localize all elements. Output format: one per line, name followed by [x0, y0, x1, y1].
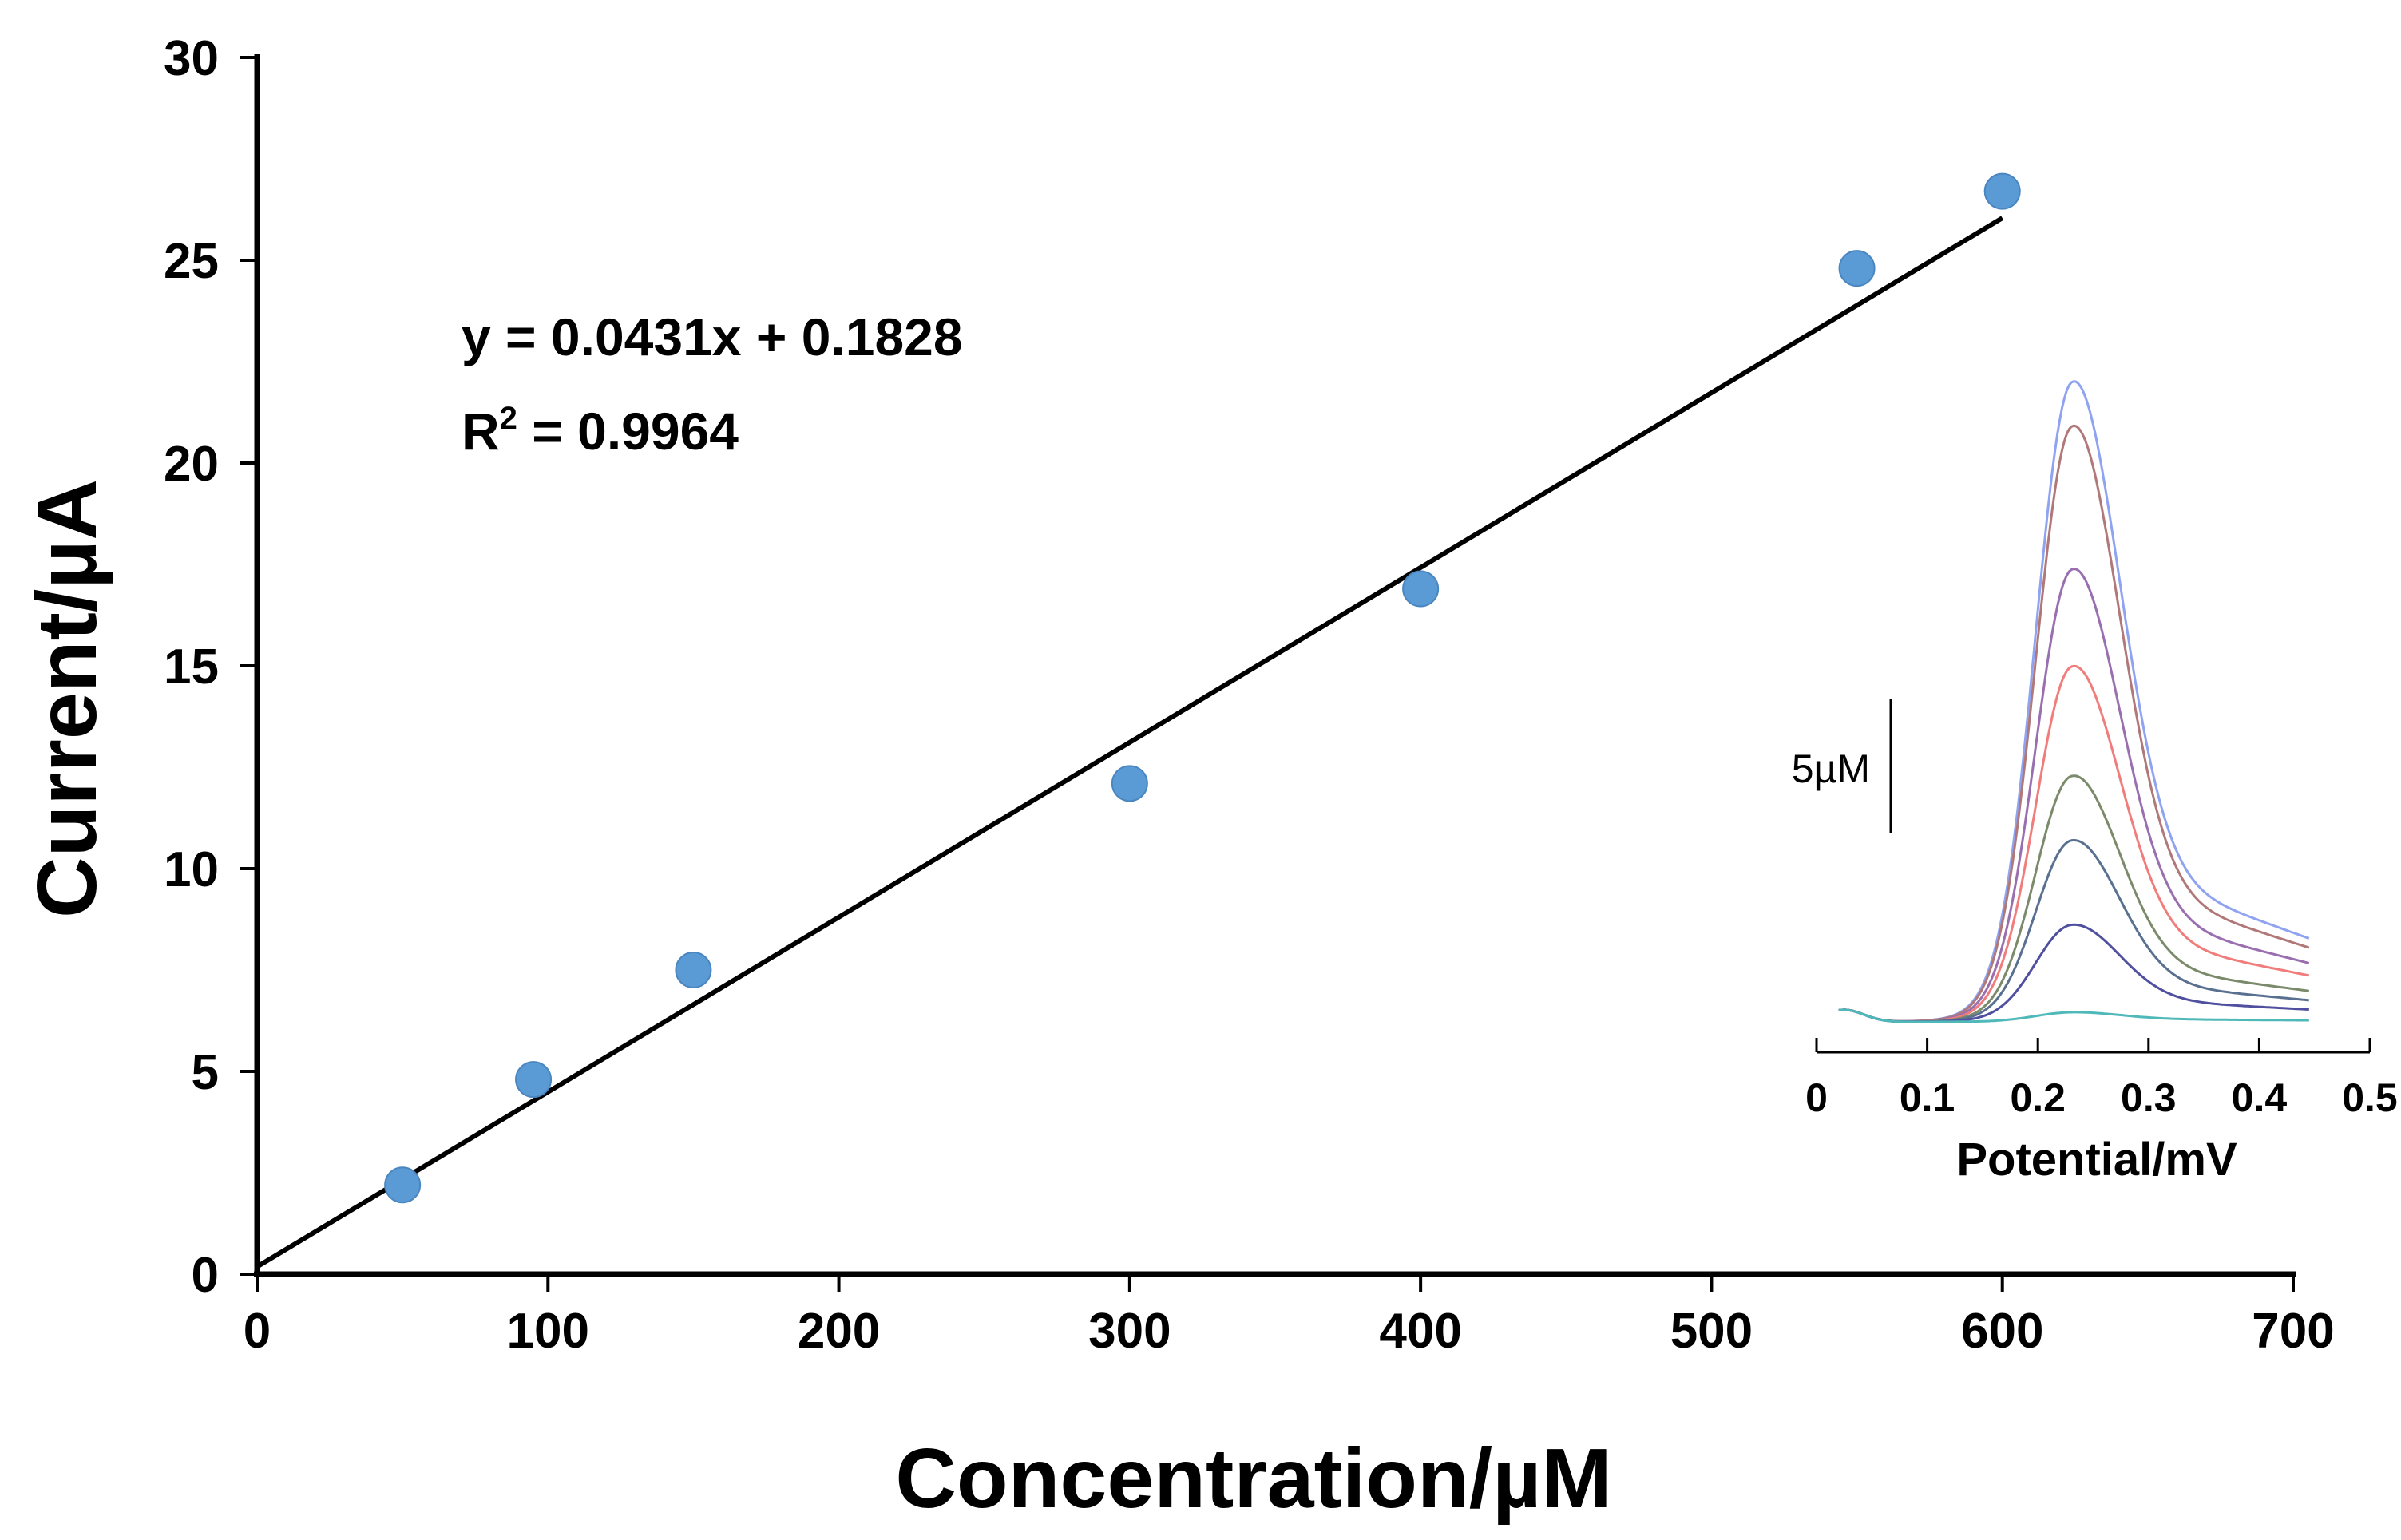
- trendline-equation: y = 0.0431x + 0.1828: [462, 307, 963, 366]
- inset-curve: [1838, 774, 2309, 1023]
- main-trendline-group: [256, 216, 2004, 1269]
- inset-curves-group: [1838, 380, 2310, 1023]
- main-x-tick-label: 100: [507, 1304, 589, 1359]
- r-squared-prefix: R: [462, 402, 500, 461]
- data-point: [1983, 172, 2021, 210]
- main-y-axis-title: Current/µA: [20, 479, 114, 918]
- inset-axis-ticks: 0 0.1 0.2 0.3 0.4 0.5: [1805, 1038, 2398, 1120]
- r-squared-value: = 0.9964: [517, 402, 739, 461]
- data-point: [515, 1061, 553, 1099]
- inset-curve: [1838, 1008, 2309, 1023]
- inset-x-tick-label: 0.2: [2010, 1075, 2066, 1120]
- main-points-group: [384, 172, 2021, 1204]
- inset-curve: [1838, 424, 2310, 1023]
- data-point: [1402, 570, 1440, 608]
- inset-plot: 0 0.1 0.2 0.3 0.4 0.5 5µM Potential/mV: [1792, 380, 2398, 1186]
- inset-curve: [1838, 568, 2310, 1023]
- inset-x-tick-label: 0.4: [2232, 1075, 2288, 1120]
- main-y-tick-label: 25: [164, 234, 219, 289]
- inset-x-tick-label: 0.3: [2121, 1075, 2177, 1120]
- main-x-axis-title: Concentration/µM: [895, 1431, 1611, 1526]
- inset-x-tick-label: 0: [1805, 1075, 1828, 1120]
- main-x-tick-label: 700: [2252, 1304, 2334, 1359]
- inset-curve: [1838, 838, 2309, 1023]
- main-y-tick-label: 20: [164, 437, 219, 492]
- main-x-tick-label: 600: [1961, 1304, 2043, 1359]
- main-y-tick-label: 0: [192, 1248, 219, 1303]
- data-point: [384, 1166, 422, 1204]
- inset-x-tick-label: 0.5: [2342, 1075, 2398, 1120]
- inset-curve: [1838, 923, 2309, 1023]
- inset-scale-bar-label: 5µM: [1792, 746, 1870, 791]
- inset-x-axis-title: Potential/mV: [1956, 1134, 2237, 1186]
- data-point: [1838, 250, 1876, 287]
- main-x-tick-label: 300: [1088, 1304, 1171, 1359]
- main-x-tick-label: 500: [1670, 1304, 1753, 1359]
- main-y-tick-label: 5: [192, 1045, 219, 1100]
- data-point: [675, 952, 712, 988]
- data-point: [1111, 765, 1148, 802]
- main-y-tick-label: 30: [164, 31, 219, 86]
- main-y-tick-label: 10: [164, 842, 219, 897]
- inset-curve: [1838, 664, 2310, 1023]
- main-x-tick-label: 400: [1379, 1304, 1461, 1359]
- inset-x-tick-label: 0.1: [1900, 1075, 1955, 1120]
- main-y-tick-label: 15: [164, 639, 219, 695]
- main-x-tick-label: 0: [244, 1304, 271, 1359]
- trendline: [256, 216, 2004, 1269]
- main-x-tick-label: 200: [798, 1304, 880, 1359]
- r-squared-superscript: 2: [500, 401, 517, 436]
- r-squared-label: R2 = 0.9964: [462, 401, 739, 461]
